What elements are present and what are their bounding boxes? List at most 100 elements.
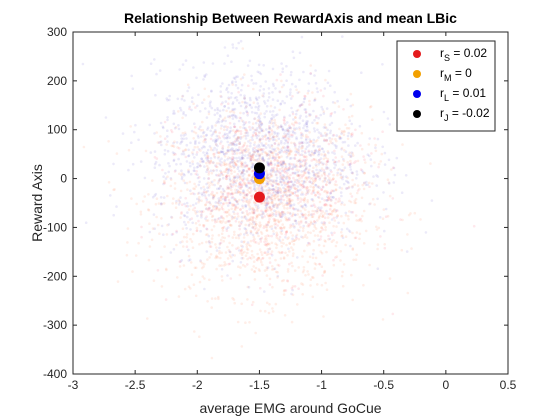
background-point: [240, 171, 244, 175]
background-point: [258, 145, 261, 148]
background-point: [313, 223, 316, 227]
background-point: [321, 134, 325, 138]
background-point: [227, 208, 231, 212]
background-point: [299, 200, 302, 203]
background-point: [244, 128, 247, 131]
background-point: [306, 176, 310, 180]
background-point: [304, 220, 308, 224]
background-point: [253, 209, 257, 212]
background-point: [265, 226, 269, 229]
background-point: [237, 41, 240, 45]
background-point: [293, 219, 297, 222]
background-point: [192, 203, 195, 207]
background-point: [258, 248, 262, 251]
background-point: [193, 145, 197, 149]
background-point: [169, 177, 173, 180]
background-point: [195, 226, 199, 230]
background-point: [340, 129, 344, 133]
background-point: [244, 121, 248, 124]
background-point: [328, 136, 332, 140]
background-point: [297, 237, 301, 241]
background-point: [326, 195, 329, 198]
background-point: [262, 64, 266, 67]
background-point: [264, 208, 268, 212]
background-point: [243, 215, 247, 219]
background-point: [221, 135, 225, 138]
background-point: [233, 175, 236, 179]
background-point: [244, 106, 247, 110]
background-point: [164, 267, 168, 271]
background-point: [215, 148, 218, 151]
background-point: [312, 171, 316, 175]
background-point: [218, 179, 221, 182]
background-point: [312, 158, 316, 161]
background-point: [268, 247, 272, 250]
background-point: [287, 180, 291, 184]
background-point: [384, 207, 388, 211]
background-point: [225, 201, 228, 205]
background-point: [210, 209, 213, 213]
background-point: [307, 222, 310, 226]
background-point: [327, 69, 331, 73]
background-point: [275, 179, 278, 182]
background-point: [257, 119, 261, 122]
background-point: [208, 256, 211, 259]
background-point: [259, 147, 263, 151]
background-point: [251, 175, 255, 179]
background-point: [313, 98, 317, 102]
background-point: [166, 129, 169, 132]
background-point: [182, 134, 186, 137]
background-point: [221, 82, 224, 85]
background-point: [296, 150, 299, 154]
background-point: [322, 150, 326, 153]
background-point: [243, 214, 247, 218]
background-point: [213, 156, 217, 159]
background-point: [300, 140, 304, 144]
background-point: [130, 197, 133, 200]
background-point: [369, 158, 373, 161]
background-point: [288, 206, 292, 210]
background-point: [279, 215, 282, 218]
background-point: [261, 263, 264, 267]
background-point: [220, 150, 224, 154]
background-point: [281, 251, 284, 254]
background-point: [287, 194, 291, 198]
background-point: [256, 148, 260, 151]
background-point: [228, 121, 232, 125]
background-point: [191, 96, 194, 99]
background-point: [226, 140, 229, 144]
background-point: [304, 167, 308, 171]
background-point: [355, 253, 359, 257]
background-point: [252, 153, 255, 157]
background-point: [297, 174, 301, 177]
background-point: [292, 207, 295, 211]
background-point: [269, 173, 273, 176]
background-point: [227, 146, 230, 149]
background-point: [273, 147, 277, 151]
background-point: [249, 231, 253, 235]
background-point: [271, 91, 274, 94]
background-point: [274, 210, 278, 213]
background-point: [268, 137, 271, 140]
background-point: [192, 148, 195, 152]
background-point: [206, 126, 210, 129]
background-point: [201, 262, 204, 265]
background-point: [227, 191, 231, 195]
background-point: [286, 180, 290, 183]
background-point: [265, 244, 269, 247]
background-point: [301, 134, 305, 137]
background-point: [351, 171, 354, 175]
background-point: [245, 247, 249, 251]
background-point: [143, 195, 146, 198]
background-point: [215, 151, 219, 154]
background-point: [304, 159, 307, 163]
background-point: [248, 218, 252, 222]
background-point: [288, 200, 292, 203]
background-point: [178, 201, 182, 204]
background-point: [211, 208, 215, 211]
background-point: [275, 270, 278, 274]
background-point: [187, 259, 191, 262]
background-point: [193, 187, 196, 191]
background-point: [289, 91, 292, 94]
background-point: [324, 176, 327, 180]
